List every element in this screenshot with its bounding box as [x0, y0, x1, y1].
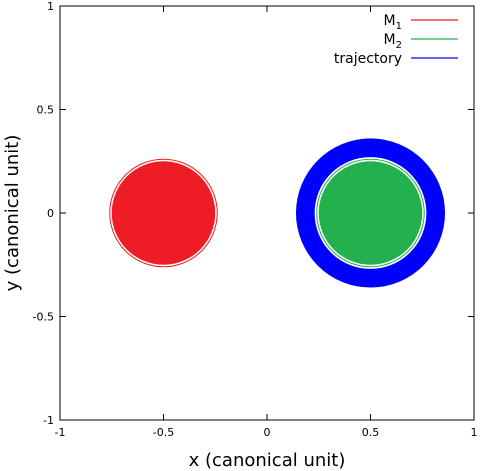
y-tick-label: -0.5	[33, 311, 54, 324]
legend-label: M1	[384, 13, 402, 32]
x-tick-label: -1	[55, 426, 66, 439]
legend-label: trajectory	[334, 51, 402, 67]
mass-1-disk-outline	[109, 158, 218, 268]
x-tick-label: 0.5	[362, 426, 380, 439]
mass-1-disk	[111, 161, 216, 265]
x-axis-label: x (canonical unit)	[189, 450, 346, 471]
x-tick-label: 1	[471, 426, 478, 439]
x-tick-label: -0.5	[153, 426, 174, 439]
y-tick-label: -1	[43, 414, 54, 427]
y-tick-label: 0.5	[37, 104, 55, 117]
mass-2-disk	[318, 161, 423, 265]
plot-marks	[109, 138, 446, 288]
axis-ticks: -1 -0.5 0 0.5 1 -1 -0.5 0 0.5 1	[33, 0, 478, 439]
mass-2-disk-outline	[316, 158, 425, 268]
legend-label: M2	[384, 32, 402, 51]
y-axis-label: y (canonical unit)	[2, 135, 23, 292]
x-tick-label: 0	[264, 426, 271, 439]
y-tick-label: 0	[47, 207, 54, 220]
y-tick-label: 1	[47, 0, 54, 13]
